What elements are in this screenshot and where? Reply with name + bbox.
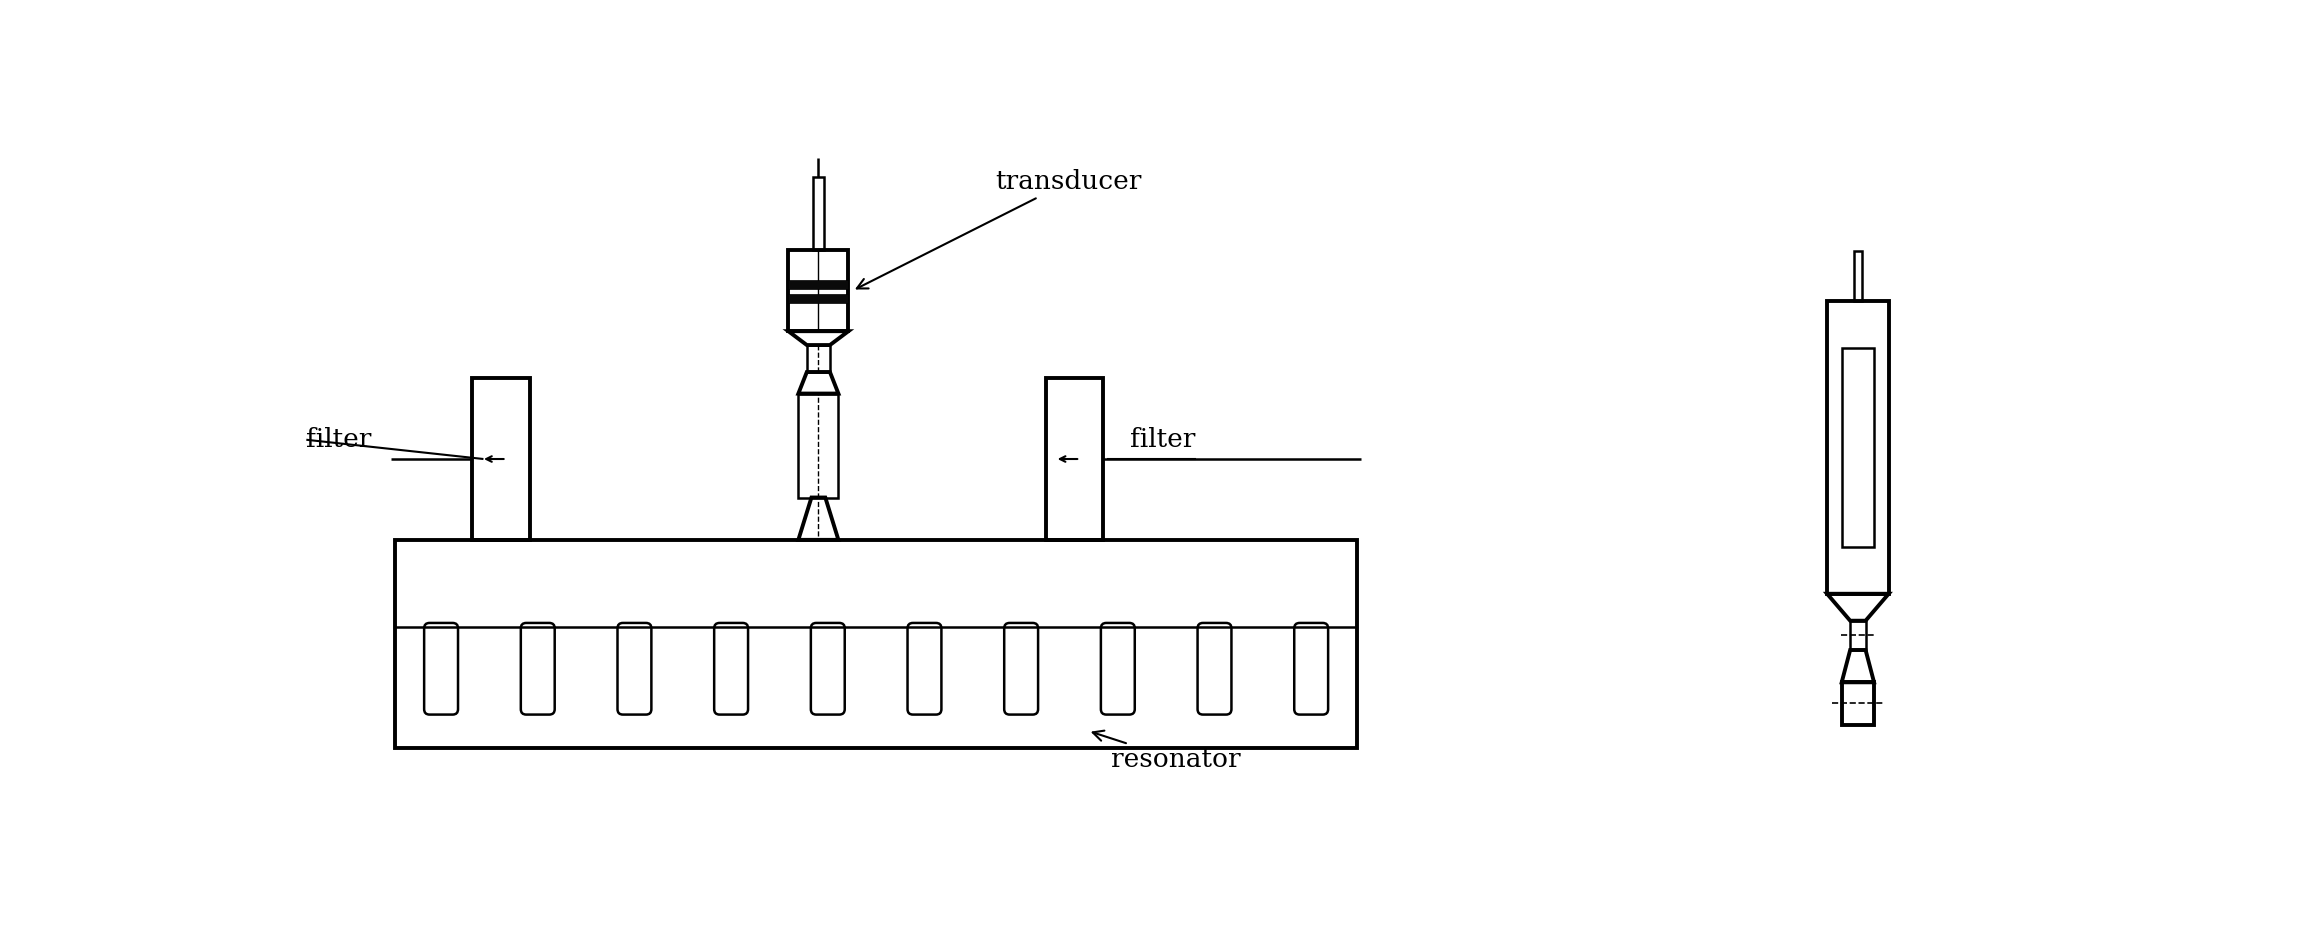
Bar [788,280,849,289]
Bar [1854,251,1861,301]
Bar [807,346,830,372]
Bar [1843,683,1875,725]
Bar [788,250,849,331]
Text: filter: filter [305,428,372,452]
Bar [1850,621,1866,650]
Bar [798,394,839,497]
Text: resonator: resonator [1094,731,1242,772]
Text: filter: filter [1131,428,1195,452]
Text: transducer: transducer [858,169,1142,289]
Bar [1045,379,1103,540]
Bar [788,294,849,303]
Bar [1826,301,1889,594]
Bar [472,379,529,540]
Bar [814,177,823,250]
Bar [1843,348,1875,547]
Bar [395,540,1357,748]
